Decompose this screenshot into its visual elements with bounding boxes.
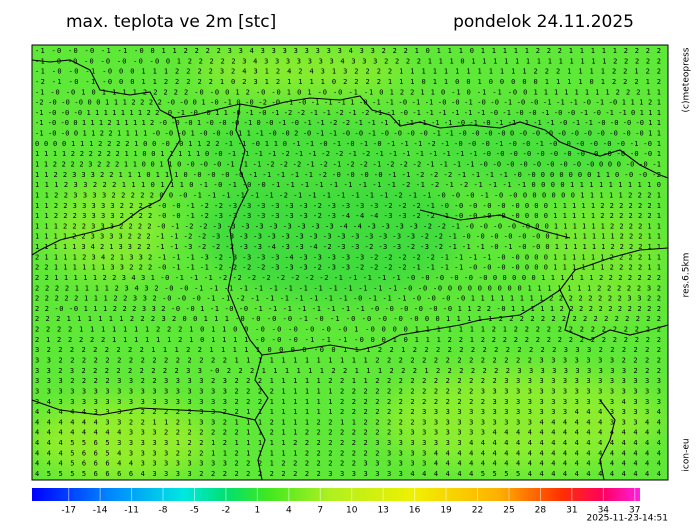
grid-row: 1 1 2 2 3 3 3 3 2 2 2 2 2 0 0 -0 -1 -1 -… — [35, 191, 661, 199]
colorbar-tick-label: -11 — [124, 506, 139, 516]
colorbar-tick-label: 19 — [440, 506, 452, 516]
grid-row: 2 2 2 2 1 1 1 1 2 3 4 3 2 -0 -0 -1 -1 -1… — [35, 284, 661, 292]
colorbar-tick-label: 31 — [566, 506, 577, 516]
colorbar-tick-label: 16 — [409, 506, 421, 516]
colorbar-tick-label: 4 — [286, 506, 292, 516]
grid-row: 2 1 2 2 2 2 2 1 1 1 1 1 1 2 1 0 1 1 1 1 … — [35, 336, 661, 344]
colorbar-tick-label: 1 — [255, 506, 261, 516]
colorbar-tick-label: 10 — [346, 506, 358, 516]
grid-row: 4 4 4 4 4 4 4 4 3 3 3 2 2 2 2 2 2 2 1 1 … — [35, 429, 661, 437]
grid-row: -1 -0 -0 -0 1 1 1 1 1 1 1 2 2 -0 -1 -0 -… — [35, 109, 661, 117]
grid-row: 2 2 1 1 1 1 1 1 3 3 2 2 2 -0 -1 -1 -1 -2… — [35, 264, 661, 272]
grid-row: 2 1 1 1 1 2 3 4 2 1 3 3 2 -1 -1 -1 -3 -2… — [35, 253, 661, 261]
colorbar-tick-label: 13 — [377, 506, 388, 516]
grid-row: 3 3 2 3 2 2 2 2 2 2 2 2 2 3 3 -0 2 2 2 1… — [35, 367, 661, 375]
borders — [32, 59, 668, 480]
grid-row: -2 -0 -0 -0 0 0 1 1 1 2 2 2 2 -0 -0 0 1 … — [35, 99, 661, 107]
grid-row: 3 3 2 2 2 2 2 2 2 2 2 2 2 2 2 2 2 1 1 1 … — [35, 357, 661, 365]
grid-row: 4 4 4 5 6 6 6 4 4 3 3 3 3 3 3 3 3 2 2 2 … — [35, 460, 661, 468]
grid-row: 2 2 2 2 1 1 1 1 1 1 1 2 2 2 1 0 1 1 0 0 … — [35, 326, 661, 334]
grid-row: -1 -0 -0 -1 -0 0 0 1 1 1 2 2 2 2 3 2 4 3… — [35, 68, 661, 76]
grid-row: 2 2 2 1 1 1 1 1 1 2 2 2 3 2 0 0 1 1 1 -0… — [35, 315, 661, 323]
grid-row: 1 1 1 2 2 2 3 3 3 2 2 2 2 -0 -1 -2 -2 -3… — [35, 222, 661, 230]
colorbar-tick-label: -14 — [93, 506, 108, 516]
resolution-label: res.6.5km — [682, 253, 692, 298]
grid-row: 2 2 -0 -0 1 1 1 2 2 2 3 3 2 -0 -0 1 -1 -… — [35, 305, 661, 313]
grid-row: 3 4 3 3 3 3 3 3 3 3 3 3 3 3 3 3 3 2 2 2 … — [35, 398, 661, 406]
grid-row: 4 4 4 4 4 4 3 3 2 2 1 1 2 1 3 3 2 1 1 1 … — [35, 418, 661, 426]
colorbar-tick-label: 28 — [535, 506, 547, 516]
grid-row: 1 1 2 2 2 3 3 3 3 2 2 2 2 -0 -0 -1 -2 -3… — [35, 212, 661, 220]
grid-row: -1 -0 -0 -0 -1 -1 -0 0 1 1 2 2 2 2 3 3 4… — [35, 47, 661, 55]
map-title: max. teplota ve 2m [stc] — [66, 12, 276, 32]
map-date: pondelok 24.11.2025 — [453, 12, 634, 32]
grid-row: -1 -0 -0 0 1 1 2 2 1 1 1 1 -0 -0 -0 1 -0… — [35, 130, 661, 138]
colorbar-fill — [32, 488, 640, 501]
grid-row: 3 3 3 2 2 2 2 3 3 2 2 3 3 3 3 2 3 2 2 2 … — [35, 377, 661, 385]
value-grid: -1 -0 -0 -0 -1 -1 -0 0 1 1 2 2 2 2 3 3 4… — [35, 47, 661, 478]
map-frame — [31, 44, 669, 481]
colorbar-tick-label: -8 — [159, 506, 168, 516]
grid-row: 4 4 4 5 5 6 5 3 3 3 3 3 1 2 2 1 2 1 1 1 … — [35, 439, 661, 447]
grid-row: -1 -0 -0 -0 -0 -0 -0 -0 0 1 2 2 2 2 2 3 … — [35, 57, 661, 65]
colorbar: -17 -14 -11 -8 -5 -2 1 4 7 10 13 16 19 22 25 28 31 34 37 — [32, 488, 640, 516]
colorbar-tick-label: 7 — [317, 506, 323, 516]
grid-row: 1 1 2 2 3 3 3 2 2 1 1 1 0 1 1 1 0 -0 -0 … — [35, 171, 661, 179]
colorbar-tick-label: 25 — [503, 506, 514, 516]
grid-row: 2 2 2 2 2 1 1 1 2 2 3 3 2 -0 -0 -0 -1 -1… — [35, 295, 661, 303]
grid-row: 4 5 5 5 5 6 6 6 6 4 3 3 3 3 2 2 2 2 2 2 … — [35, 470, 661, 478]
timestamp: 2025-11-23-14:51 — [587, 514, 669, 524]
colorbar-tick-label: 37 — [629, 506, 640, 516]
model-label: icon-eu — [682, 438, 692, 471]
grid-row: 0 0 0 0 1 1 1 2 2 2 2 1 0 0 -0 -0 1 1 2 … — [35, 140, 661, 148]
grid-row: -2 -1 -0 -1 -0 0 0 1 1 2 2 2 2 2 1 0 2 3… — [35, 78, 661, 86]
grid-row: 1 1 2 2 2 2 3 2 2 2 1 1 0 0 1 1 0 -0 -0 … — [35, 160, 661, 168]
grid-row: 3 2 2 2 2 2 2 2 2 2 1 1 1 2 2 1 1 1 1 1 … — [35, 346, 661, 354]
copyright-label: (c)meteopress — [682, 47, 692, 112]
colorbar-tick-label: 22 — [472, 506, 483, 516]
colorbar-tick-label: -17 — [61, 506, 76, 516]
grid-row: 1 1 1 1 2 2 2 2 2 2 1 1 0 0 1 1 1 1 1 0 … — [35, 150, 661, 158]
colorbar-tick-label: -5 — [190, 506, 199, 516]
map-area: -1 -0 -0 -0 -1 -1 -0 0 1 1 2 2 2 2 3 3 4… — [32, 45, 668, 480]
temperature-shading — [32, 45, 660, 480]
colorbar-tick-label: 34 — [598, 506, 610, 516]
grid-row: 4 4 4 5 6 6 5 4 3 3 3 3 2 2 2 1 1 2 1 1 … — [35, 449, 661, 457]
grid-row: 1 1 1 1 1 3 4 2 1 3 3 2 2 -1 -1 -3 -2 -2… — [35, 243, 661, 251]
grid-row: 1 1 1 2 3 3 2 2 2 1 1 1 0 1 1 1 0 -1 -0 … — [35, 181, 661, 189]
grid-row: 2 2 1 1 1 1 1 2 2 3 4 3 1 -0 -1 -1 -1 -2… — [35, 274, 661, 282]
grid-row: 3 3 3 3 3 3 3 3 3 3 3 3 3 3 3 3 3 2 2 2 … — [35, 387, 661, 395]
grid-row: 1 1 1 1 2 2 3 3 3 3 2 2 2 -1 -1 -2 -2 -3… — [35, 233, 661, 241]
grid-row: -1 -0 -0 0 1 1 1 2 1 1 1 1 2 -0 -0 -0 1 … — [35, 119, 661, 127]
grid-row: 4 4 4 4 4 3 3 3 2 2 2 2 2 2 3 3 2 2 1 1 … — [35, 408, 661, 416]
colorbar-tick-label: -2 — [221, 506, 230, 516]
grid-row: 1 1 2 2 3 3 3 3 3 2 2 2 2 -0 -0 -1 -2 -2… — [35, 202, 661, 210]
grid-row: -1 -0 -0 1 0 1 1 1 1 2 2 2 2 2 -0 -0 0 1… — [35, 88, 661, 96]
